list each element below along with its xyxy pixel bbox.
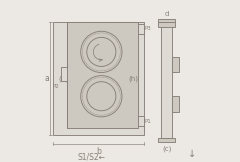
Text: b: b <box>96 147 101 156</box>
Bar <box>138 24 144 34</box>
Text: P3: P3 <box>144 26 151 31</box>
Bar <box>172 96 179 112</box>
Circle shape <box>87 37 116 66</box>
Bar <box>61 67 67 81</box>
Bar <box>172 57 179 72</box>
Bar <box>158 138 175 142</box>
Text: P2: P2 <box>53 84 60 89</box>
Bar <box>158 22 175 27</box>
Text: a: a <box>45 74 49 83</box>
Bar <box>158 19 175 22</box>
Bar <box>67 22 138 127</box>
Bar <box>53 22 144 135</box>
Circle shape <box>87 82 116 111</box>
Text: S1/S2←: S1/S2← <box>77 152 105 161</box>
Text: (g): (g) <box>59 75 69 82</box>
Text: (h): (h) <box>128 75 138 82</box>
Text: (c): (c) <box>162 145 171 152</box>
Bar <box>161 22 172 138</box>
Text: ↓: ↓ <box>188 149 196 159</box>
Bar <box>138 116 144 126</box>
Text: P1: P1 <box>144 119 151 124</box>
Bar <box>96 66 106 82</box>
Text: d: d <box>164 11 169 17</box>
